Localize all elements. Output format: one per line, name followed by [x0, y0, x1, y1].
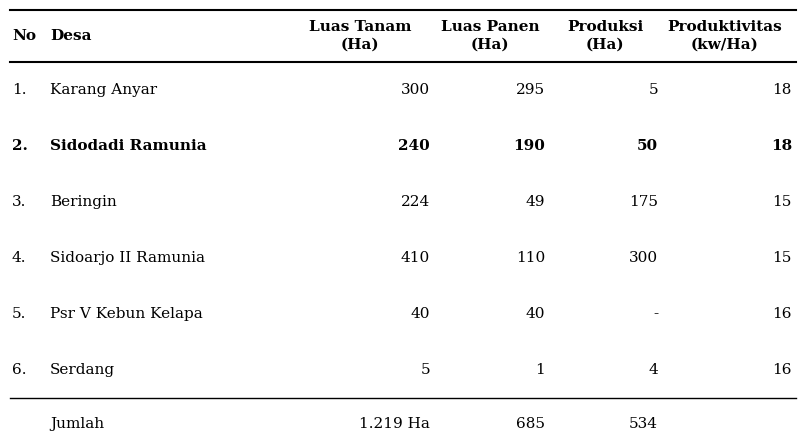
Text: 18: 18	[773, 83, 792, 97]
Text: 15: 15	[773, 251, 792, 265]
Text: 534: 534	[629, 417, 658, 431]
Text: Psr V Kebun Kelapa: Psr V Kebun Kelapa	[50, 307, 203, 321]
Text: 5: 5	[421, 363, 430, 377]
Text: Sidodadi Ramunia: Sidodadi Ramunia	[50, 139, 206, 153]
Text: Jumlah: Jumlah	[50, 417, 104, 431]
Text: No: No	[12, 29, 36, 43]
Text: 110: 110	[516, 251, 545, 265]
Text: 49: 49	[526, 195, 545, 209]
Text: 2.: 2.	[12, 139, 28, 153]
Text: Produktivitas
(kw/Ha): Produktivitas (kw/Ha)	[667, 20, 783, 52]
Text: 1.219 Ha: 1.219 Ha	[359, 417, 430, 431]
Text: Sidoarjo II Ramunia: Sidoarjo II Ramunia	[50, 251, 205, 265]
Text: -: -	[653, 307, 658, 321]
Text: 6.: 6.	[12, 363, 27, 377]
Text: 15: 15	[773, 195, 792, 209]
Text: 4: 4	[648, 363, 658, 377]
Text: Beringin: Beringin	[50, 195, 117, 209]
Text: 1: 1	[535, 363, 545, 377]
Text: 40: 40	[526, 307, 545, 321]
Text: Luas Tanam
(Ha): Luas Tanam (Ha)	[309, 20, 411, 52]
Text: 685: 685	[516, 417, 545, 431]
Text: 410: 410	[401, 251, 430, 265]
Text: Serdang: Serdang	[50, 363, 115, 377]
Text: 18: 18	[771, 139, 792, 153]
Text: 190: 190	[513, 139, 545, 153]
Text: 3.: 3.	[12, 195, 27, 209]
Text: 50: 50	[637, 139, 658, 153]
Text: 295: 295	[516, 83, 545, 97]
Text: 16: 16	[772, 307, 792, 321]
Text: 300: 300	[629, 251, 658, 265]
Text: 5.: 5.	[12, 307, 27, 321]
Text: 4.: 4.	[12, 251, 27, 265]
Text: 175: 175	[629, 195, 658, 209]
Text: 5: 5	[648, 83, 658, 97]
Text: 224: 224	[401, 195, 430, 209]
Text: 240: 240	[398, 139, 430, 153]
Text: Desa: Desa	[50, 29, 92, 43]
Text: 16: 16	[772, 363, 792, 377]
Text: Produksi
(Ha): Produksi (Ha)	[567, 20, 643, 52]
Text: 300: 300	[401, 83, 430, 97]
Text: 1.: 1.	[12, 83, 27, 97]
Text: Karang Anyar: Karang Anyar	[50, 83, 157, 97]
Text: Luas Panen
(Ha): Luas Panen (Ha)	[441, 20, 539, 52]
Text: 40: 40	[410, 307, 430, 321]
